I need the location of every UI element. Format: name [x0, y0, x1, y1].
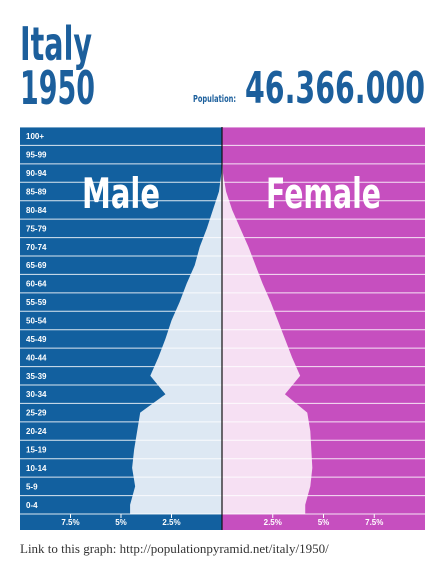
- age-label: 95-99: [26, 151, 47, 160]
- age-label: 80-84: [26, 206, 47, 215]
- x-tick-label: 7.5%: [365, 518, 383, 527]
- age-label: 20-24: [26, 427, 47, 436]
- x-tick-label: 5%: [318, 518, 330, 527]
- country: Italy: [20, 17, 92, 71]
- age-label: 40-44: [26, 353, 47, 362]
- age-label: 55-59: [26, 298, 47, 307]
- x-tick-label: 2.5%: [162, 518, 180, 527]
- legend-label: Female: [266, 169, 381, 218]
- x-tick-label: 7.5%: [61, 518, 79, 527]
- age-label: 5-9: [26, 482, 38, 491]
- population: 46.366.000: [245, 63, 425, 114]
- age-label: 65-69: [26, 261, 47, 270]
- age-label: 15-19: [26, 446, 47, 455]
- footer: Link to this graph: http://populationpyr…: [20, 541, 329, 556]
- population-area: [130, 127, 222, 514]
- age-label: 60-64: [26, 280, 47, 289]
- year: 1950: [20, 61, 95, 115]
- legend-label: Male: [82, 169, 160, 218]
- x-tick-label: 2.5%: [264, 518, 282, 527]
- age-label: 30-34: [26, 390, 47, 399]
- age-label: 25-29: [26, 409, 47, 418]
- age-label: 50-54: [26, 317, 47, 326]
- x-tick-label: 5%: [115, 518, 127, 527]
- population-label: Population:: [193, 94, 236, 105]
- age-label: 100+: [26, 132, 44, 141]
- age-label: 35-39: [26, 372, 47, 381]
- age-label: 0-4: [26, 501, 38, 510]
- age-label: 45-49: [26, 335, 47, 344]
- age-label: 10-14: [26, 464, 47, 473]
- age-label: 85-89: [26, 188, 47, 197]
- age-label: 70-74: [26, 243, 47, 252]
- age-label: 90-94: [26, 169, 47, 178]
- age-label: 75-79: [26, 224, 47, 233]
- population-area: [222, 127, 313, 514]
